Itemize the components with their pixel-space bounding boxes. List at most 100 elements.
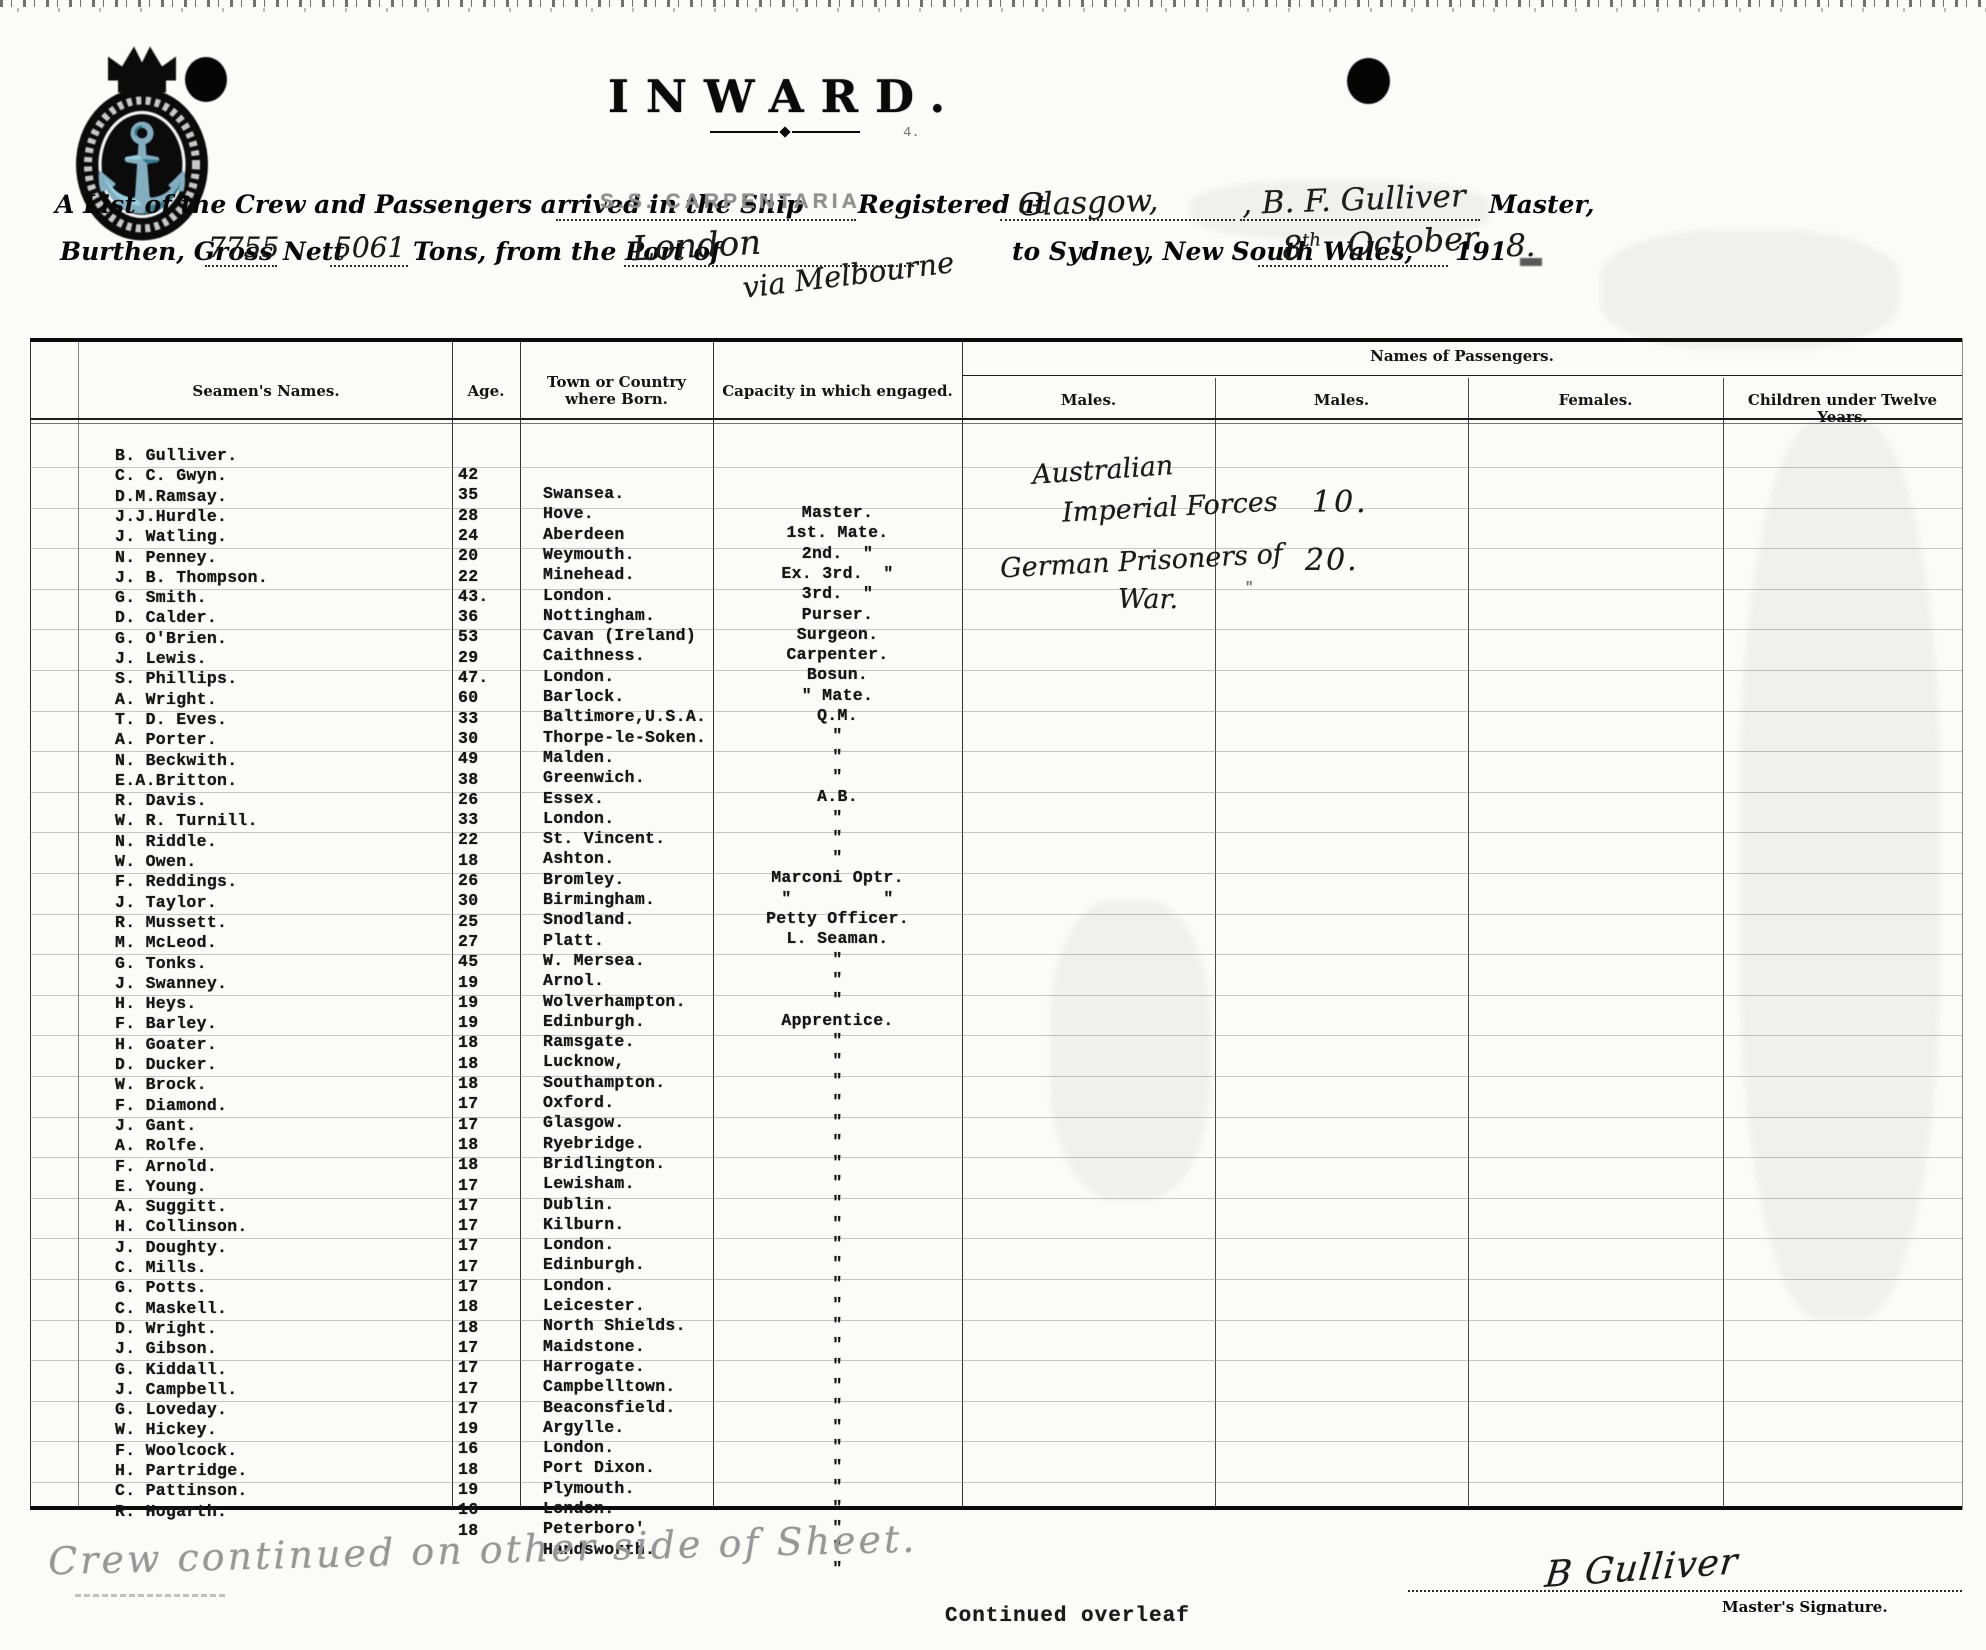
crew-row: J. Gibson. 17 Campbelltown. " [0, 1320, 1986, 1415]
crew-town-cell: Glasgow. [543, 1113, 625, 1133]
crew-age-cell: 17 [458, 1175, 479, 1195]
grid-line [30, 994, 1962, 996]
crew-age-cell: 19 [458, 972, 479, 992]
crew-capacity-cell: " [832, 1315, 843, 1334]
crew-capacity-cell: " [832, 1132, 843, 1152]
crew-age-cell: 17 [458, 1398, 479, 1418]
crew-town-cell: St. Vincent. [543, 829, 666, 849]
crew-capacity-cell: Marconi Optr. [771, 868, 904, 888]
crew-age-cell: 30 [458, 891, 479, 911]
crew-name-cell: D. Ducker. [115, 1055, 218, 1074]
crew-capacity-cell: " [832, 1538, 843, 1558]
grid-line [30, 548, 1962, 550]
crew-row: A. Rolfe. 18 Lewisham. " [0, 1117, 1986, 1212]
crew-capacity-cell: " [832, 766, 843, 786]
crew-age-cell: 17 [458, 1256, 479, 1276]
col-header-children: Children under Twelve Years. [1747, 391, 1938, 426]
crew-town-cell: Essex. [543, 788, 605, 808]
pencil-scribble [75, 1594, 225, 1597]
crew-name-cell: D.M.Ramsay. [115, 486, 228, 506]
crew-name-cell: J. Watling. [115, 527, 228, 547]
crew-capacity-cell: A.B. [817, 787, 858, 807]
col-header-capacity: Capacity in which engaged. [722, 382, 953, 400]
crew-town-cell: Hove. [543, 504, 595, 524]
crew-capacity-cell: Bosun. [806, 665, 869, 685]
crew-name-cell: N. Riddle. [115, 831, 218, 851]
grid-line [30, 418, 1962, 420]
crew-town-cell: Birmingham. [543, 890, 656, 909]
crew-row: F. Woolcock. 18 Plymouth. " [0, 1422, 1986, 1517]
crew-capacity-cell: L. Seaman. [786, 929, 889, 949]
crew-name-cell: D. Wright. [115, 1318, 218, 1338]
crew-row: J. Doughty. 17 London. " [0, 1219, 1986, 1314]
crew-town-cell: London. [543, 1499, 615, 1518]
crew-row: J. Campbell. 17 Argylle. " [0, 1361, 1986, 1456]
grid-line [30, 588, 1962, 590]
crew-age-cell: 17 [458, 1378, 479, 1398]
crew-age-cell: 49 [458, 749, 479, 769]
crew-age-cell: 26 [458, 871, 479, 890]
crew-row: D. Wright. 17 Harrogate. " [0, 1300, 1986, 1395]
crew-name-cell: A. Porter. [115, 730, 218, 750]
crew-name-cell: R. Davis. [115, 791, 207, 811]
crew-capacity-cell: Purser. [801, 604, 874, 624]
crew-name-cell: H. Goater. [115, 1034, 218, 1054]
crew-town-cell: Weymouth. [543, 544, 635, 564]
crew-row: G. Tonks. 19 Wolverhampton. Apprentice. [0, 935, 1986, 1030]
crew-name-cell: N. Penney. [115, 547, 218, 567]
crew-town-cell: Edinburgh. [543, 1011, 646, 1031]
crew-row: G. Potts. 18 North Shields. " [0, 1259, 1986, 1354]
grid-line [30, 423, 1962, 424]
crew-age-cell: 18 [458, 1459, 479, 1479]
crew-age-cell: 18 [458, 1155, 479, 1175]
crew-name-cell: W. Owen. [115, 852, 197, 871]
master-label: Master, [1489, 190, 1595, 219]
crew-capacity-cell: " [832, 1477, 843, 1497]
col-header-seamen-names: Seamen's Names. [192, 382, 340, 400]
crew-name-cell: M. McLeod. [115, 933, 218, 953]
crew-age-cell: 18 [458, 1053, 479, 1073]
crew-capacity-cell: " [832, 1274, 843, 1294]
crew-row: G. Kiddall. 17 Beaconsfield. " [0, 1341, 1986, 1436]
crew-capacity-cell: " [832, 1294, 843, 1314]
crew-row: A. Suggitt. 17 London. " [0, 1178, 1986, 1273]
crew-row: C. Mills. 17 Leicester. " [0, 1239, 1986, 1334]
crew-capacity-cell: " [832, 1497, 843, 1517]
crew-age-cell: 18 [458, 850, 479, 870]
grid-line [30, 791, 1962, 793]
crew-capacity-cell: " [832, 969, 843, 989]
grid-line [30, 467, 1962, 468]
grid-line [1962, 338, 1963, 1510]
passenger-group2-line2-handwritten: War. [1118, 584, 1179, 615]
crew-row: F. Diamond. 17 Ryebridge. " [0, 1077, 1986, 1172]
col-header-age: Age. [467, 382, 505, 400]
grid-line [30, 1319, 1962, 1321]
crew-name-cell: W. R. Turnill. [115, 811, 258, 831]
ship-name-stamp: S.S. CARPENTARIA. [600, 190, 871, 213]
tons-from-port-label: Tons, from the Port of [413, 237, 721, 266]
crew-row: R. Mussett. 27 W. Mersea. " [0, 894, 1986, 989]
crew-row: H. Partridge. 19 London. " [0, 1442, 1986, 1537]
crew-age-cell: 38 [458, 769, 479, 789]
crew-age-cell: 19 [458, 1419, 479, 1439]
crew-name-cell: H. Heys. [115, 994, 197, 1014]
crew-town-cell: Wolverhampton. [543, 991, 686, 1011]
crew-row: A. Porter. 49 Greenwich. A.B. [0, 711, 1986, 806]
crew-capacity-cell: Q.M. [817, 706, 858, 725]
crew-row: R. Davis. 33 St. Vincent. " [0, 772, 1986, 867]
master-signature-handwritten: B Gulliver [1543, 1541, 1741, 1596]
crew-town-cell: Port Dixon. [543, 1458, 656, 1478]
crew-age-cell: 29 [458, 647, 479, 667]
crew-name-cell: R. Mussett. [115, 912, 228, 932]
crew-town-cell: Arnol. [543, 971, 605, 991]
crew-town-cell: Peterboro' [543, 1519, 646, 1539]
crew-row: J. Lewis. 47. Barlock. Q.M. [0, 630, 1986, 725]
grid-line [30, 1116, 1962, 1118]
crew-row: F. Barley. 18 Lucknow, " [0, 995, 1986, 1090]
print-code-mark [1520, 258, 1542, 266]
crew-age-cell: 33 [458, 810, 479, 830]
crew-age-cell: 26 [458, 789, 479, 809]
crew-town-cell: Southampton. [543, 1072, 666, 1092]
crew-row: J. B. Thompson. 43. Nottingham. Surgeon. [0, 549, 1986, 644]
